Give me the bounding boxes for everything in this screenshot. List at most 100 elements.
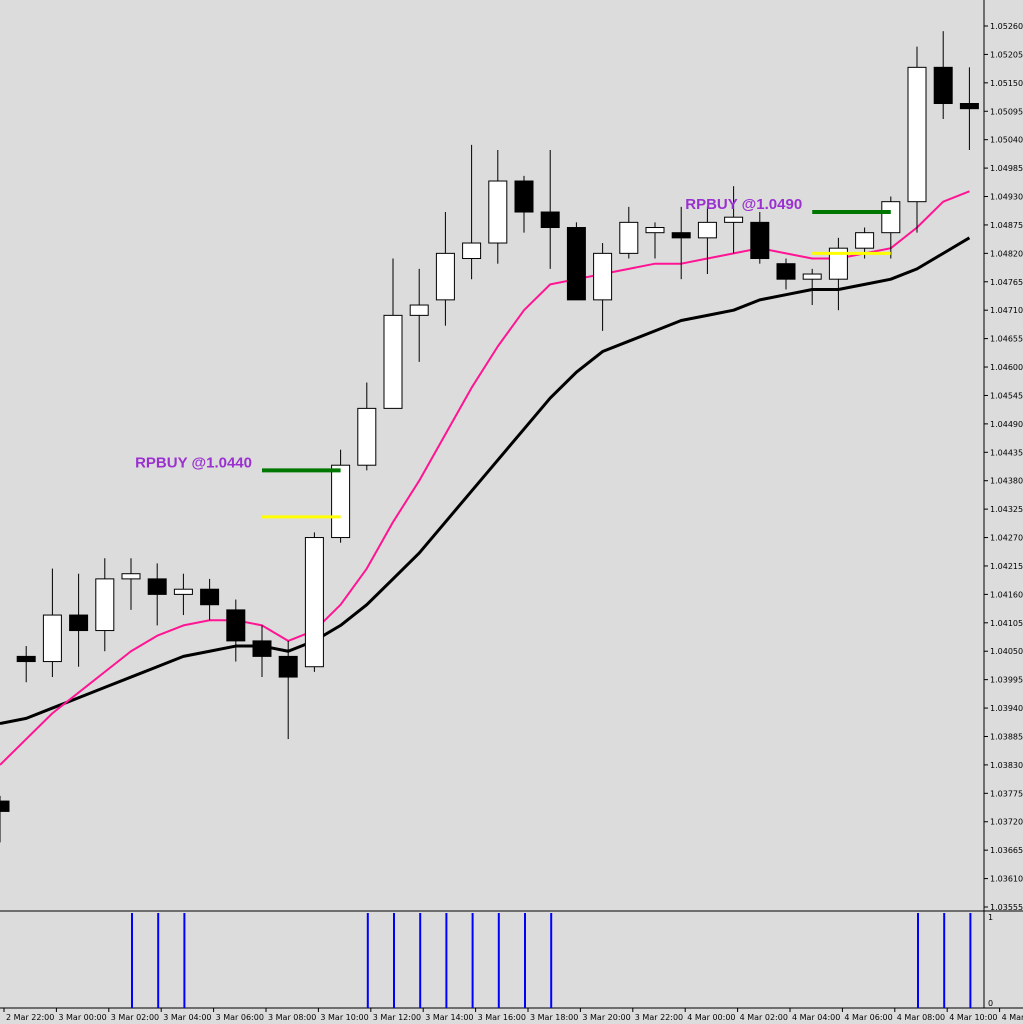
candle — [69, 573, 89, 667]
time-tick-label: 3 Mar 16:00 — [478, 1013, 526, 1022]
candle-body — [435, 252, 455, 301]
candle — [462, 144, 482, 280]
candle — [200, 578, 220, 621]
candle-body — [69, 614, 89, 632]
candle — [435, 212, 455, 326]
candle-body — [252, 640, 272, 657]
candle — [645, 222, 665, 259]
candle-body — [278, 655, 298, 678]
price-tick-label: 1.03610 — [990, 875, 1023, 884]
price-tick-label: 1.03555 — [990, 903, 1023, 912]
price-tick-label: 1.04985 — [990, 164, 1023, 173]
price-tick-label: 1.04820 — [990, 249, 1023, 258]
candle — [304, 532, 324, 672]
ma-slow-line — [0, 236, 971, 726]
candle-body — [907, 66, 927, 203]
price-tick-label: 1.04930 — [990, 193, 1023, 202]
time-tick-label: 3 Mar 08:00 — [268, 1013, 316, 1022]
indicator-panel: 10 — [131, 913, 993, 1008]
time-tick-label: 3 Mar 02:00 — [111, 1013, 159, 1022]
signal-label: RPBUY @1.0440 — [135, 454, 252, 471]
candle-body — [200, 588, 220, 606]
candle-body — [462, 242, 482, 260]
time-tick-label: 4 Mar 10:00 — [949, 1013, 997, 1022]
price-tick-label: 1.04380 — [990, 477, 1023, 486]
indicator-tick-label: 1 — [988, 913, 993, 922]
candle — [566, 222, 586, 301]
time-tick-label: 3 Mar 00:00 — [58, 1013, 106, 1022]
time-tick-label: 3 Mar 06:00 — [216, 1013, 264, 1022]
price-tick-label: 1.03720 — [990, 818, 1023, 827]
candle-body — [121, 573, 141, 580]
candle-body — [409, 304, 429, 316]
price-tick-label: 1.03885 — [990, 732, 1023, 741]
candle-body — [855, 232, 875, 249]
candle-body — [828, 247, 848, 280]
candle — [907, 46, 927, 233]
signal-markers: RPBUY @1.0440 RPBUY @1.0490 — [135, 196, 891, 519]
candle — [959, 67, 979, 151]
candle — [776, 258, 796, 290]
candle — [226, 599, 246, 662]
candle-body — [514, 180, 534, 213]
candle-body — [933, 66, 953, 105]
price-tick-label: 1.05095 — [990, 107, 1023, 116]
price-tick-label: 1.05150 — [990, 79, 1023, 88]
time-tick-label: 4 Mar 08:00 — [897, 1013, 945, 1022]
candle — [278, 640, 298, 740]
time-tick-label: 4 Mar 04:00 — [792, 1013, 840, 1022]
candle-body — [724, 216, 744, 223]
candle — [593, 243, 613, 331]
price-tick-label: 1.04325 — [990, 505, 1023, 514]
time-tick-label: 2 Mar 22:00 — [6, 1013, 54, 1022]
candle-body — [540, 211, 560, 229]
candle — [16, 646, 36, 683]
candle-body — [383, 314, 403, 409]
candle — [750, 212, 770, 264]
candle-body — [697, 221, 717, 239]
candle — [252, 625, 272, 678]
candle-body — [671, 232, 691, 239]
candle-body — [304, 537, 324, 668]
candle — [933, 31, 953, 120]
price-tick-label: 1.04105 — [990, 619, 1023, 628]
time-tick-label: 4 Mar 06:00 — [844, 1013, 892, 1022]
moving-averages — [0, 190, 971, 766]
price-tick-label: 1.04655 — [990, 335, 1023, 344]
price-tick-label: 1.03830 — [990, 761, 1023, 770]
time-tick-label: 4 Mar 00:00 — [687, 1013, 735, 1022]
candle — [409, 268, 429, 362]
candle — [121, 558, 141, 610]
candle-body — [776, 263, 796, 280]
candle-body — [331, 464, 351, 539]
candle-body — [95, 578, 115, 632]
candle-body — [593, 252, 613, 301]
candle — [881, 196, 901, 259]
candle — [95, 558, 115, 652]
price-tick-label: 1.04765 — [990, 278, 1023, 287]
price-tick-label: 1.04710 — [990, 306, 1023, 315]
candle — [540, 150, 560, 269]
ma-fast-line — [0, 190, 970, 766]
price-tick-label: 1.04050 — [990, 647, 1023, 656]
candle — [383, 258, 403, 409]
candle-body — [802, 273, 822, 280]
price-tick-label: 1.03995 — [990, 676, 1023, 685]
candle — [147, 563, 167, 626]
candle — [802, 268, 822, 306]
candle-body — [959, 103, 979, 110]
price-tick-label: 1.04435 — [990, 448, 1023, 457]
price-tick-label: 1.04160 — [990, 590, 1023, 599]
price-tick-label: 1.05205 — [990, 50, 1023, 59]
time-tick-label: 4 Mar 12:00 — [1002, 1013, 1023, 1022]
candle-body — [16, 655, 36, 663]
price-tick-label: 1.05260 — [990, 22, 1023, 31]
price-tick-label: 1.04600 — [990, 363, 1023, 372]
price-tick-label: 1.04490 — [990, 420, 1023, 429]
candle-body — [645, 227, 665, 234]
price-tick-label: 1.04215 — [990, 562, 1023, 571]
candle — [697, 206, 717, 275]
time-tick-label: 3 Mar 12:00 — [373, 1013, 421, 1022]
